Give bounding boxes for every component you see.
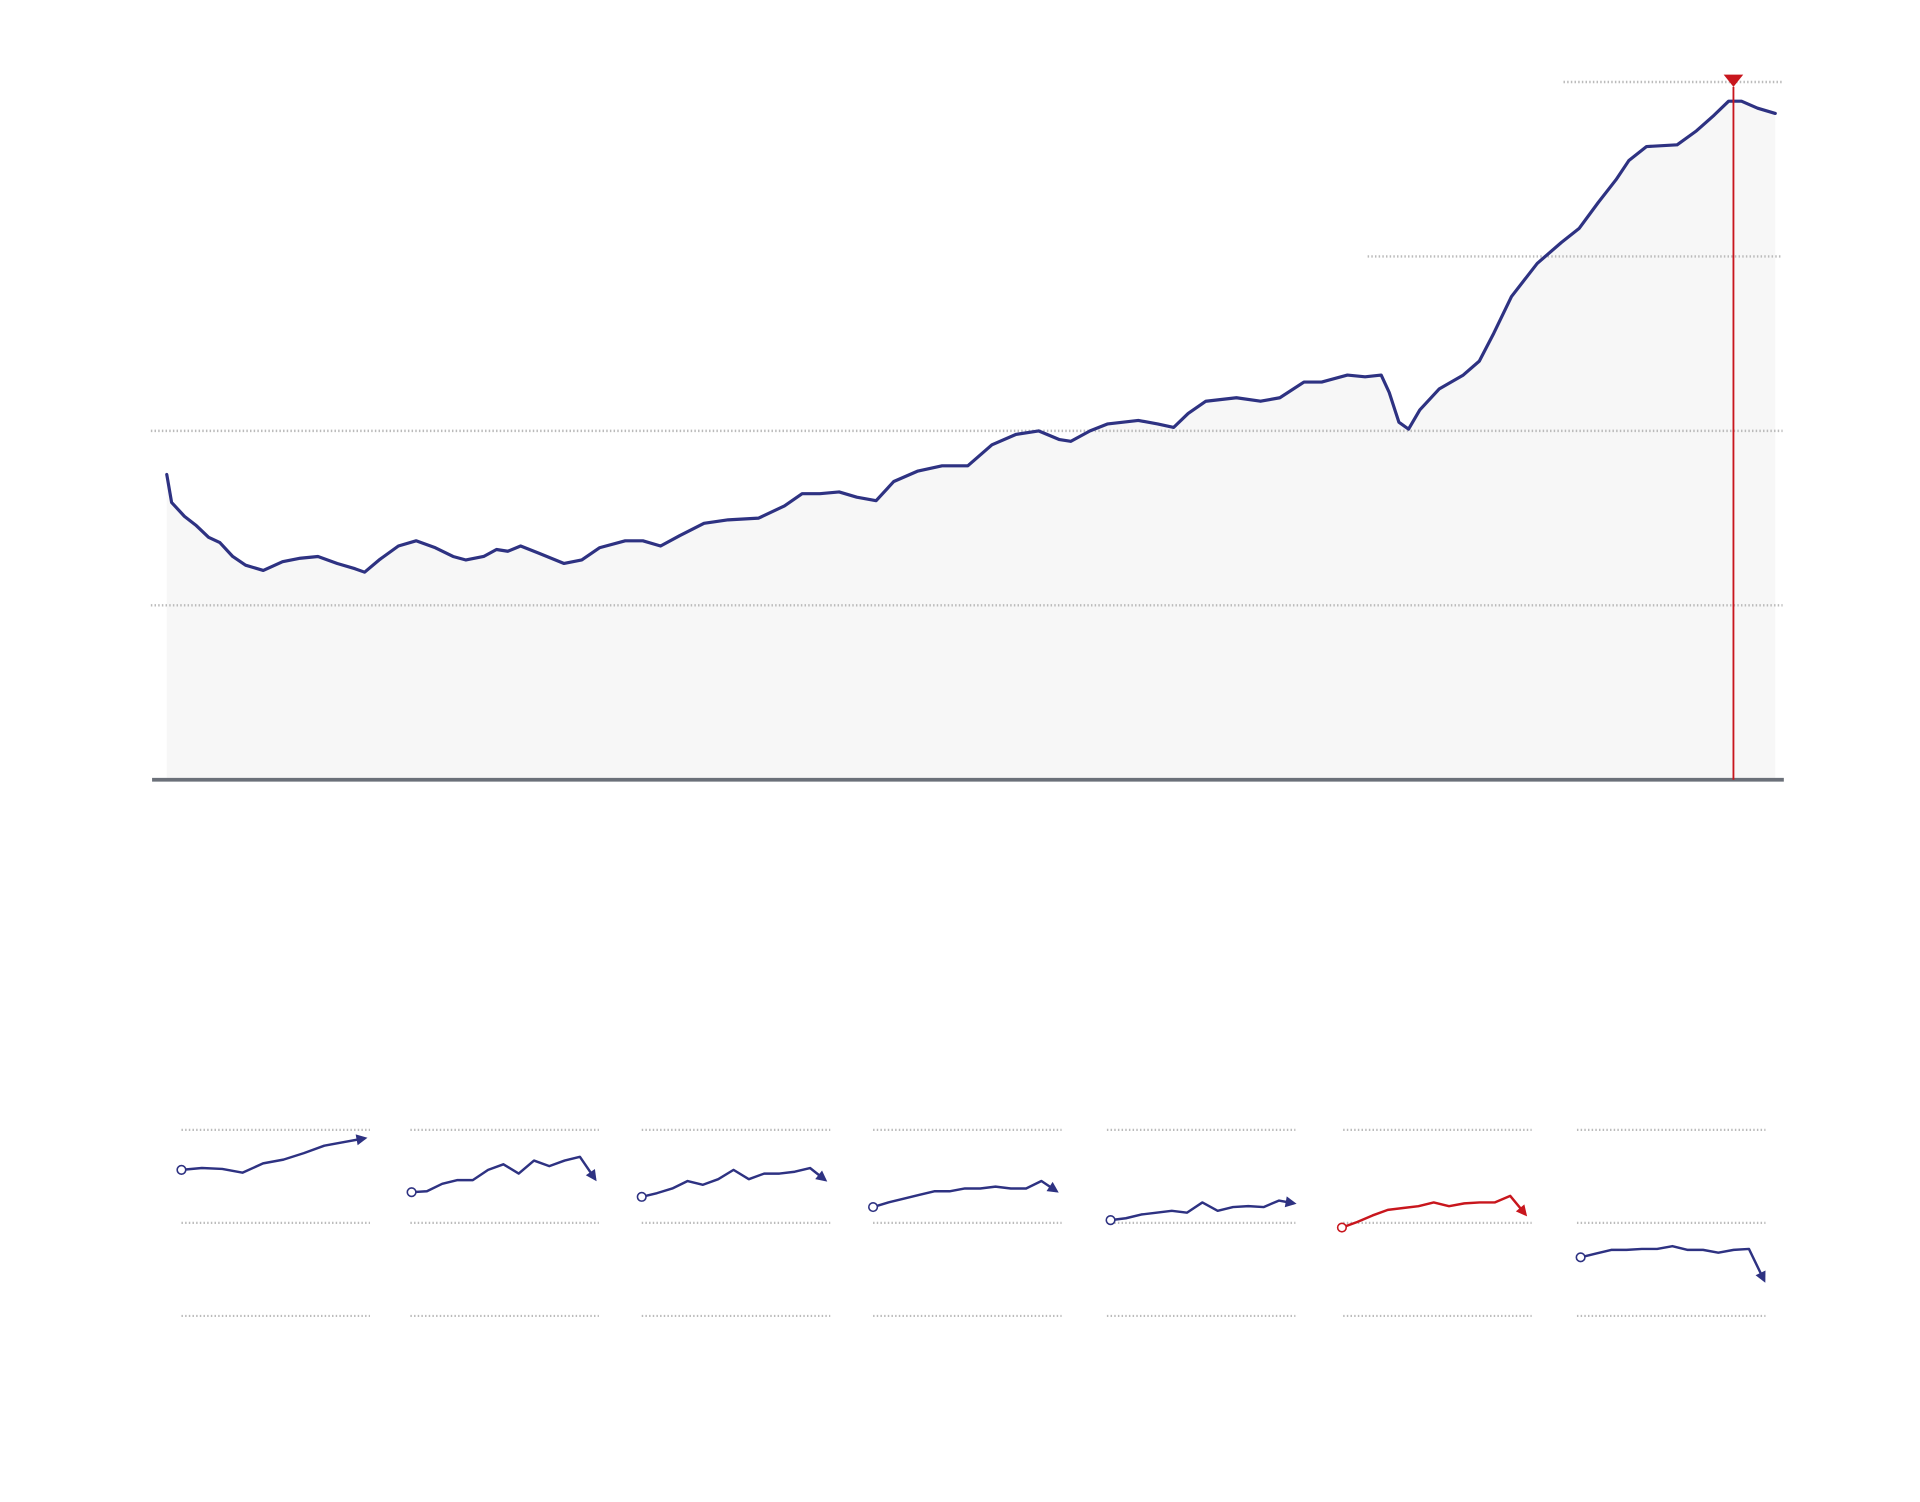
panel-line	[641, 1166, 827, 1199]
start-point	[1336, 1222, 1348, 1233]
arrow-head	[585, 1168, 597, 1182]
panel-line	[1341, 1194, 1527, 1229]
start-point	[868, 1202, 879, 1213]
panel-line	[872, 1179, 1058, 1209]
arrow-head	[815, 1170, 828, 1182]
start-point	[1105, 1215, 1116, 1226]
arrow-head	[1755, 1270, 1766, 1283]
marker-triangle	[1723, 74, 1744, 87]
panel-line	[411, 1155, 597, 1194]
start-point	[176, 1164, 187, 1175]
series-line	[165, 99, 1777, 574]
arrow-head	[1284, 1196, 1297, 1208]
arrow-head	[1515, 1204, 1528, 1217]
panel-line	[1110, 1199, 1295, 1222]
start-point	[1575, 1252, 1586, 1263]
start-point	[406, 1187, 417, 1198]
arrow-head	[1046, 1181, 1059, 1193]
arrow-head	[355, 1134, 368, 1146]
area-fill	[166, 101, 1776, 780]
panel-line	[1580, 1244, 1766, 1282]
panel-line	[181, 1137, 366, 1174]
start-point	[636, 1191, 647, 1202]
